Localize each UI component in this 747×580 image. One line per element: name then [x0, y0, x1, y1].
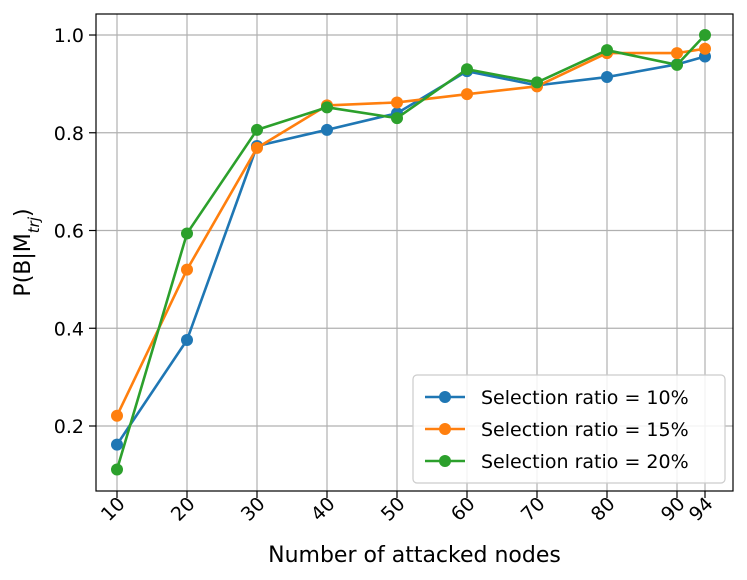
- legend-item: Selection ratio = 10%: [425, 387, 689, 409]
- series-group: [111, 29, 711, 476]
- data-point: [601, 71, 613, 84]
- x-axis-label: Number of attacked nodes: [268, 543, 561, 568]
- data-point: [391, 112, 403, 125]
- data-point: [181, 263, 193, 276]
- data-point: [181, 333, 193, 346]
- data-point: [111, 438, 123, 451]
- y-axis-ticks: 0.2 0.4 0.6 0.8 1.0: [54, 25, 96, 438]
- data-point: [461, 63, 473, 76]
- data-point: [111, 463, 123, 476]
- legend-item: Selection ratio = 15%: [425, 419, 689, 441]
- legend-label: Selection ratio = 15%: [481, 419, 689, 441]
- series-line: [115, 33, 707, 471]
- y-tick-label: 0.6: [54, 221, 84, 243]
- data-point: [671, 58, 683, 71]
- y-tick-label: 1.0: [54, 25, 84, 47]
- y-tick-label: 0.4: [54, 318, 84, 340]
- data-point: [699, 29, 711, 42]
- legend-marker: [439, 455, 451, 467]
- y-tick-label: 0.2: [54, 416, 84, 438]
- y-axis-label-subscript: trj: [25, 216, 43, 233]
- y-axis-label: P(B|Mtrj): [11, 208, 43, 296]
- series-lines: [111, 29, 711, 476]
- data-point: [251, 141, 263, 154]
- data-point: [391, 96, 403, 109]
- legend-marker: [439, 423, 451, 435]
- legend-item: Selection ratio = 20%: [425, 451, 689, 473]
- legend-marker: [439, 391, 451, 403]
- data-point: [251, 123, 263, 136]
- data-point: [699, 42, 711, 55]
- series-line: [115, 47, 707, 418]
- y-axis-label-suffix: ): [11, 208, 36, 217]
- data-point: [321, 101, 333, 114]
- data-point: [461, 88, 473, 101]
- data-point: [321, 123, 333, 136]
- data-point: [111, 409, 123, 422]
- data-point: [531, 76, 543, 89]
- y-tick-label: 0.8: [54, 123, 84, 145]
- legend: Selection ratio = 10% Selection ratio = 1…: [412, 374, 726, 484]
- data-point: [601, 44, 613, 57]
- legend-label: Selection ratio = 10%: [481, 387, 689, 409]
- data-point: [671, 47, 683, 60]
- data-point: [181, 227, 193, 240]
- legend-box: [412, 374, 726, 484]
- plot-frame: [95, 13, 734, 492]
- legend-label: Selection ratio = 20%: [481, 451, 689, 473]
- y-axis-label-prefix: P(B|M: [11, 233, 36, 296]
